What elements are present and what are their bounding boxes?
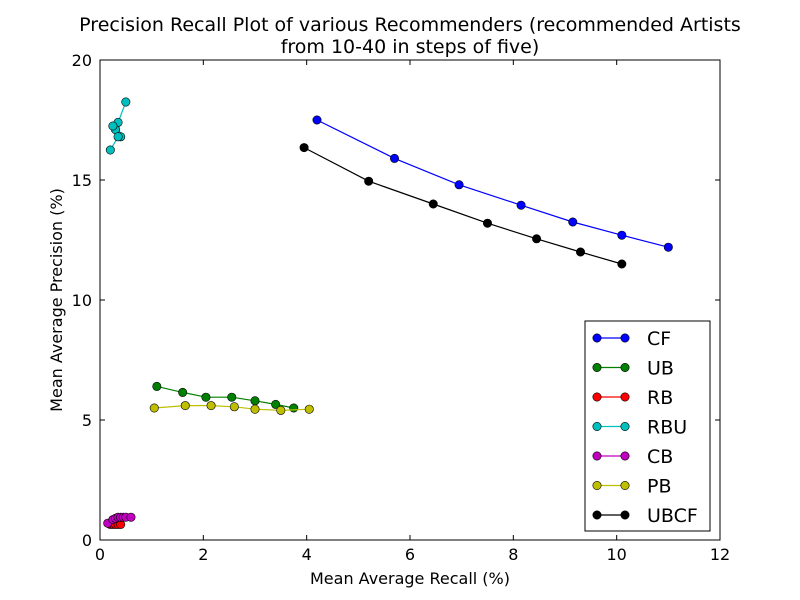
series-ub	[152, 381, 299, 413]
data-point-rbu	[105, 145, 115, 155]
data-point-ub	[250, 396, 260, 406]
legend-entry-rb: RB	[592, 387, 673, 409]
data-point-cb	[126, 512, 136, 522]
data-point-pb	[149, 403, 159, 413]
data-point-ubcf	[532, 234, 542, 244]
data-point-cf	[312, 115, 322, 125]
legend-label-pb: PB	[647, 476, 672, 498]
legend-entry-pb: PB	[592, 476, 672, 498]
data-point-ubcf	[617, 259, 627, 269]
data-point-pb	[304, 404, 314, 414]
y-tick-label: 20	[72, 51, 92, 70]
chart-title-line-2: from 10-40 in steps of five)	[281, 36, 540, 58]
legend-marker-rbu	[620, 421, 630, 431]
data-point-ub	[152, 381, 162, 391]
legend-marker-rb	[592, 392, 602, 402]
chart-title-line-1: Precision Recall Plot of various Recomme…	[79, 14, 741, 36]
legend-marker-rbu	[592, 421, 602, 431]
data-point-pb	[250, 404, 260, 414]
series-cf	[312, 115, 673, 252]
legend-marker-cb	[592, 451, 602, 461]
data-point-cf	[516, 200, 526, 210]
legend-label-cf: CF	[647, 328, 671, 350]
x-tick-label: 6	[405, 545, 415, 564]
legend-label-ubcf: UBCF	[647, 505, 698, 527]
legend-label-rb: RB	[647, 387, 673, 409]
series-layer	[103, 97, 673, 529]
data-point-ubcf	[575, 247, 585, 257]
legend-label-ub: UB	[647, 358, 674, 380]
legend-marker-cf	[592, 333, 602, 343]
legend-marker-cb	[620, 451, 630, 461]
data-point-pb	[229, 402, 239, 412]
data-point-ubcf	[482, 218, 492, 228]
y-axis-label: Mean Average Precision (%)	[47, 188, 66, 412]
legend-entry-ub: UB	[592, 358, 674, 380]
x-tick-label: 0	[95, 545, 105, 564]
data-point-ub	[289, 403, 299, 413]
legend-marker-cf	[620, 333, 630, 343]
y-tick-label: 0	[82, 531, 92, 550]
series-rbu	[105, 97, 131, 155]
data-point-cf	[389, 153, 399, 163]
legend-marker-ub	[620, 362, 630, 372]
data-point-ub	[178, 387, 188, 397]
data-point-pb	[180, 401, 190, 411]
data-point-cf	[454, 180, 464, 190]
x-tick-label: 8	[508, 545, 518, 564]
series-pb	[149, 401, 314, 415]
legend-marker-pb	[592, 480, 602, 490]
legend-entry-rbu: RBU	[592, 417, 687, 439]
legend-marker-rb	[620, 392, 630, 402]
legend-label-rbu: RBU	[647, 417, 687, 439]
data-point-rbu	[121, 97, 131, 107]
data-point-rbu	[108, 121, 118, 131]
data-point-cf	[568, 217, 578, 227]
data-point-ub	[271, 399, 281, 409]
data-point-cf	[617, 230, 627, 240]
legend-marker-pb	[620, 480, 630, 490]
legend-marker-ubcf	[592, 510, 602, 520]
x-tick-label: 12	[710, 545, 730, 564]
y-tick-label: 10	[72, 291, 92, 310]
data-point-pb	[206, 401, 216, 411]
x-axis-label: Mean Average Recall (%)	[310, 569, 510, 588]
data-point-ubcf	[364, 176, 374, 186]
legend-entry-cb: CB	[592, 446, 673, 468]
data-point-rbu	[113, 132, 123, 142]
legend-entry-cf: CF	[592, 328, 671, 350]
y-tick-label: 15	[72, 171, 92, 190]
legend-marker-ub	[592, 362, 602, 372]
y-tick-label: 5	[82, 411, 92, 430]
series-cb	[103, 512, 136, 528]
legend: CF UB RB RBU CB PB UBCF	[584, 320, 711, 532]
data-point-cf	[663, 242, 673, 252]
axis-ticks: 0 2 4 6 8 10 12 0 5 10 15 20	[72, 51, 731, 564]
series-ubcf	[299, 143, 627, 269]
x-tick-label: 2	[198, 545, 208, 564]
data-point-ubcf	[299, 143, 309, 153]
x-tick-label: 4	[302, 545, 312, 564]
data-point-ubcf	[428, 199, 438, 209]
data-point-ub	[201, 392, 211, 402]
legend-marker-ubcf	[620, 510, 630, 520]
data-point-ub	[227, 392, 237, 402]
legend-label-cb: CB	[647, 446, 673, 468]
data-point-pb	[276, 405, 286, 415]
x-tick-label: 10	[606, 545, 626, 564]
legend-entry-ubcf: UBCF	[592, 505, 698, 527]
